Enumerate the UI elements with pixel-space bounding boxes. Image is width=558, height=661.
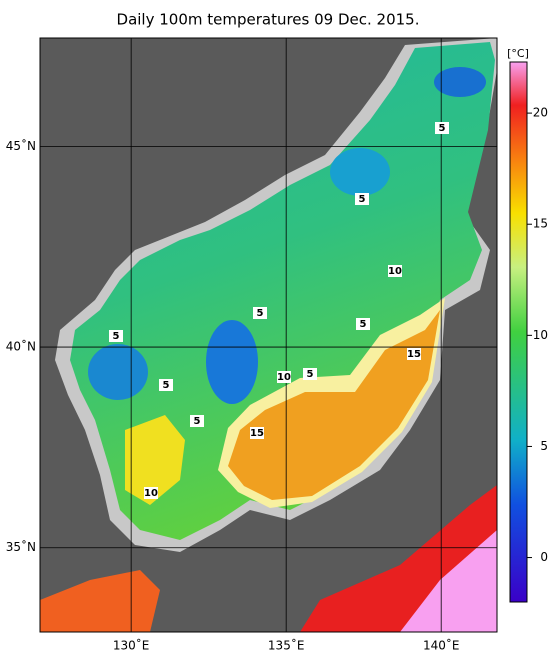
cold-pool bbox=[206, 320, 258, 404]
colorbar-tick-label: 5 bbox=[540, 439, 548, 453]
colorbar bbox=[509, 61, 528, 603]
contour-label: 5 bbox=[307, 369, 314, 380]
contour-label-box bbox=[435, 122, 449, 134]
contour-label: 15 bbox=[407, 349, 421, 360]
contour-label-box bbox=[277, 371, 291, 383]
x-tick-label: 135˚E bbox=[268, 638, 305, 653]
contour-label: 10 bbox=[144, 488, 158, 499]
y-tick-label: 45˚N bbox=[6, 138, 36, 153]
contour-label-box bbox=[109, 330, 123, 342]
contour-label: 5 bbox=[113, 331, 120, 342]
y-tick-label: 40˚N bbox=[6, 339, 36, 354]
colorbar-tick-label: 20 bbox=[533, 106, 548, 120]
contour-label: 5 bbox=[359, 194, 366, 205]
warm-water bbox=[40, 570, 160, 632]
contour-label: 5 bbox=[360, 319, 367, 330]
contour-label-box bbox=[144, 487, 158, 499]
map-frame bbox=[39, 37, 498, 633]
contour-label-box bbox=[407, 348, 421, 360]
contour-label: 10 bbox=[388, 266, 402, 277]
map-title: Daily 100m temperatures 09 Dec. 2015. bbox=[117, 11, 420, 29]
warm-water bbox=[228, 310, 440, 500]
x-tick-label: 140˚E bbox=[423, 638, 460, 653]
contour-label-box bbox=[250, 427, 264, 439]
contour-label: 5 bbox=[163, 380, 170, 391]
contour-label-box bbox=[388, 265, 402, 277]
contour-label-box bbox=[253, 307, 267, 319]
contour-label: 10 bbox=[277, 372, 291, 383]
cold-pool bbox=[88, 344, 148, 400]
cold-pool bbox=[434, 67, 486, 97]
contour-label-box bbox=[159, 379, 173, 391]
colorbar-unit: [°C] bbox=[507, 47, 529, 60]
contour-label: 5 bbox=[194, 416, 201, 427]
cold-pool bbox=[330, 148, 390, 196]
contour-label: 15 bbox=[250, 428, 264, 439]
contour-label: 5 bbox=[257, 308, 264, 319]
warm-water bbox=[125, 415, 185, 505]
contour-label-box bbox=[355, 193, 369, 205]
colorbar-tick-label: 15 bbox=[533, 217, 548, 231]
colorbar-tick-label: 0 bbox=[540, 550, 548, 564]
contour-label-box bbox=[356, 318, 370, 330]
contour-label: 5 bbox=[439, 123, 446, 134]
pacific-water bbox=[400, 530, 497, 632]
x-tick-label: 130˚E bbox=[113, 638, 150, 653]
contour-label-box bbox=[303, 368, 317, 380]
colorbar-tick-label: 10 bbox=[533, 328, 548, 342]
map-area bbox=[40, 38, 497, 632]
contour-label-box bbox=[190, 415, 204, 427]
y-tick-label: 35˚N bbox=[6, 539, 36, 554]
